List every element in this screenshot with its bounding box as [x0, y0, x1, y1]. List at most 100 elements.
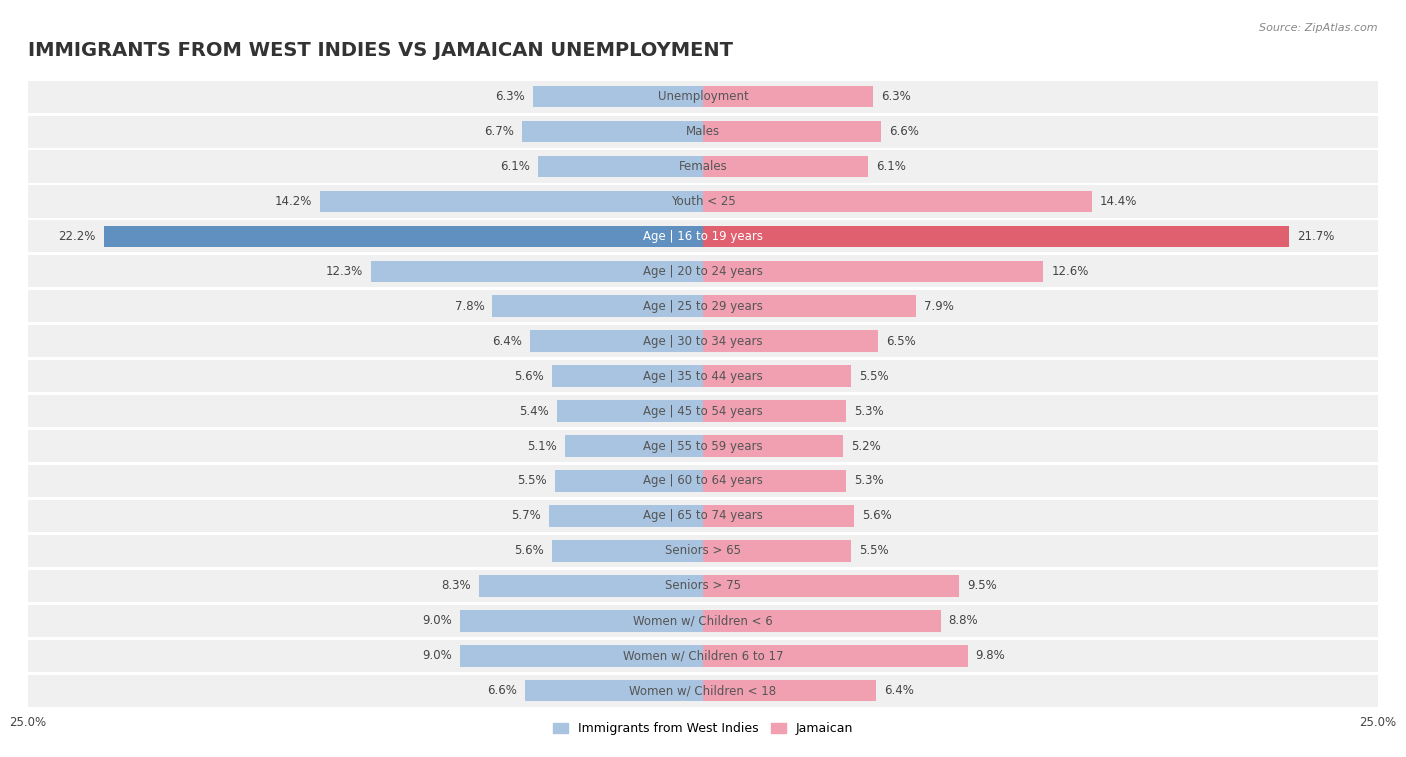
Bar	[703, 505, 855, 527]
Text: 6.6%: 6.6%	[889, 125, 920, 138]
Bar	[28, 326, 1378, 357]
Bar	[524, 680, 703, 702]
Bar	[28, 290, 1378, 322]
Text: Age | 20 to 24 years: Age | 20 to 24 years	[643, 265, 763, 278]
Bar	[371, 260, 703, 282]
Text: 6.7%: 6.7%	[484, 125, 515, 138]
Text: 9.8%: 9.8%	[976, 650, 1005, 662]
Bar	[554, 470, 703, 492]
Bar	[565, 435, 703, 457]
Bar	[530, 330, 703, 352]
Text: 5.3%: 5.3%	[855, 404, 884, 418]
Bar	[28, 500, 1378, 532]
Text: 6.1%: 6.1%	[876, 160, 905, 173]
Bar	[703, 645, 967, 666]
Text: 9.0%: 9.0%	[422, 614, 451, 628]
Bar	[703, 400, 846, 422]
Text: 6.3%: 6.3%	[882, 90, 911, 103]
Bar	[28, 151, 1378, 182]
Text: 7.9%: 7.9%	[924, 300, 955, 313]
Bar	[551, 366, 703, 387]
Bar	[538, 156, 703, 177]
Text: 8.8%: 8.8%	[949, 614, 979, 628]
Text: 5.3%: 5.3%	[855, 475, 884, 488]
Text: Males: Males	[686, 125, 720, 138]
Text: Females: Females	[679, 160, 727, 173]
Text: Age | 65 to 74 years: Age | 65 to 74 years	[643, 509, 763, 522]
Text: 5.5%: 5.5%	[517, 475, 547, 488]
Text: Seniors > 75: Seniors > 75	[665, 579, 741, 592]
Text: 6.5%: 6.5%	[887, 335, 917, 347]
Text: Women w/ Children 6 to 17: Women w/ Children 6 to 17	[623, 650, 783, 662]
Bar	[703, 295, 917, 317]
Bar	[28, 255, 1378, 288]
Bar	[703, 470, 846, 492]
Text: 9.5%: 9.5%	[967, 579, 997, 592]
Bar	[460, 610, 703, 631]
Bar	[703, 610, 941, 631]
Text: 6.4%: 6.4%	[492, 335, 522, 347]
Bar	[703, 260, 1043, 282]
Text: 12.3%: 12.3%	[326, 265, 363, 278]
Text: 6.4%: 6.4%	[884, 684, 914, 697]
Text: Source: ZipAtlas.com: Source: ZipAtlas.com	[1260, 23, 1378, 33]
Bar	[319, 191, 703, 212]
Text: 6.6%: 6.6%	[486, 684, 517, 697]
Bar	[28, 360, 1378, 392]
Bar	[703, 435, 844, 457]
Text: Youth < 25: Youth < 25	[671, 195, 735, 208]
Bar	[550, 505, 703, 527]
Text: Unemployment: Unemployment	[658, 90, 748, 103]
Text: 5.6%: 5.6%	[862, 509, 891, 522]
Bar	[533, 86, 703, 107]
Text: 14.4%: 14.4%	[1099, 195, 1137, 208]
Text: 5.7%: 5.7%	[512, 509, 541, 522]
Text: 12.6%: 12.6%	[1052, 265, 1088, 278]
Text: 5.5%: 5.5%	[859, 369, 889, 383]
Text: 5.5%: 5.5%	[859, 544, 889, 557]
Bar	[28, 640, 1378, 671]
Bar	[703, 680, 876, 702]
Text: IMMIGRANTS FROM WEST INDIES VS JAMAICAN UNEMPLOYMENT: IMMIGRANTS FROM WEST INDIES VS JAMAICAN …	[28, 41, 733, 60]
Bar	[703, 191, 1091, 212]
Text: 6.3%: 6.3%	[495, 90, 524, 103]
Text: 21.7%: 21.7%	[1296, 230, 1334, 243]
Text: 14.2%: 14.2%	[274, 195, 312, 208]
Legend: Immigrants from West Indies, Jamaican: Immigrants from West Indies, Jamaican	[548, 718, 858, 740]
Bar	[28, 395, 1378, 427]
Bar	[104, 226, 703, 248]
Text: Age | 35 to 44 years: Age | 35 to 44 years	[643, 369, 763, 383]
Text: Age | 45 to 54 years: Age | 45 to 54 years	[643, 404, 763, 418]
Bar	[28, 465, 1378, 497]
Bar	[28, 605, 1378, 637]
Text: Seniors > 65: Seniors > 65	[665, 544, 741, 557]
Text: Age | 25 to 29 years: Age | 25 to 29 years	[643, 300, 763, 313]
Text: Age | 30 to 34 years: Age | 30 to 34 years	[643, 335, 763, 347]
Bar	[28, 430, 1378, 462]
Bar	[703, 330, 879, 352]
Bar	[28, 80, 1378, 113]
Bar	[703, 366, 852, 387]
Text: 5.6%: 5.6%	[515, 544, 544, 557]
Text: 6.1%: 6.1%	[501, 160, 530, 173]
Text: Age | 55 to 59 years: Age | 55 to 59 years	[643, 440, 763, 453]
Bar	[703, 86, 873, 107]
Bar	[492, 295, 703, 317]
Bar	[28, 534, 1378, 567]
Text: Age | 16 to 19 years: Age | 16 to 19 years	[643, 230, 763, 243]
Bar	[703, 575, 959, 597]
Text: 5.4%: 5.4%	[519, 404, 550, 418]
Bar	[28, 674, 1378, 707]
Text: Women w/ Children < 6: Women w/ Children < 6	[633, 614, 773, 628]
Text: 5.6%: 5.6%	[515, 369, 544, 383]
Bar	[28, 220, 1378, 253]
Bar	[460, 645, 703, 666]
Bar	[557, 400, 703, 422]
Text: 9.0%: 9.0%	[422, 650, 451, 662]
Bar	[28, 185, 1378, 217]
Bar	[551, 540, 703, 562]
Bar	[703, 121, 882, 142]
Text: 5.1%: 5.1%	[527, 440, 557, 453]
Bar	[28, 116, 1378, 148]
Bar	[522, 121, 703, 142]
